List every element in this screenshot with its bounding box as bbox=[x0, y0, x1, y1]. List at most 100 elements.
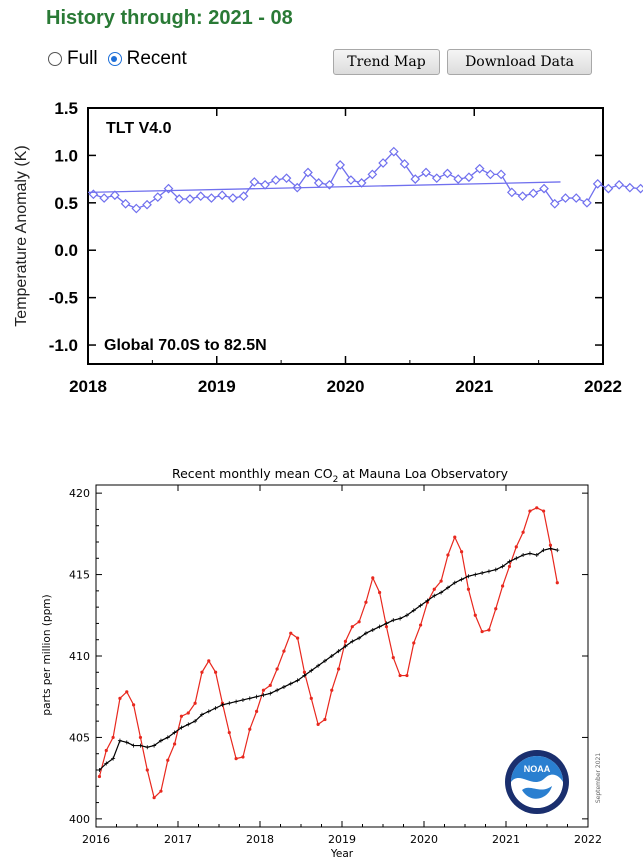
co2-monthly-point bbox=[371, 576, 375, 580]
tlt-data-point bbox=[131, 203, 142, 214]
co2-trend-point bbox=[514, 556, 519, 561]
co2-trend-point bbox=[138, 743, 143, 748]
co2-trend-point bbox=[500, 564, 505, 569]
co2-monthly-point bbox=[357, 620, 361, 624]
co2-x-tick-label: 2021 bbox=[492, 833, 520, 846]
tlt-x-tick-label: 2019 bbox=[198, 377, 236, 396]
page-title: History through: 2021 - 08 bbox=[46, 7, 293, 29]
co2-monthly-point bbox=[398, 673, 402, 678]
radio-recent-circle[interactable] bbox=[107, 52, 122, 66]
co2-trend-point bbox=[302, 673, 307, 678]
tlt-x-tick-label: 2021 bbox=[455, 377, 493, 396]
tlt-data-point bbox=[453, 174, 464, 184]
co2-monthly-point bbox=[548, 543, 553, 547]
tlt-data-point bbox=[603, 183, 614, 194]
co2-x-tick-label: 2020 bbox=[410, 833, 438, 846]
tlt-data-point bbox=[549, 198, 560, 209]
tlt-data-point bbox=[367, 169, 378, 180]
co2-x-tick-label: 2019 bbox=[328, 833, 356, 846]
co2-trend-point bbox=[439, 590, 444, 595]
co2-trend-point bbox=[391, 618, 396, 623]
co2-monthly-point bbox=[337, 667, 341, 671]
co2-trend-point bbox=[254, 694, 259, 699]
tlt-data-point bbox=[281, 173, 292, 184]
co2-monthly-point bbox=[419, 623, 423, 627]
co2-trend-point bbox=[329, 654, 334, 658]
tlt-data-point bbox=[474, 163, 485, 174]
co2-monthly-point bbox=[350, 625, 354, 629]
co2-monthly-point bbox=[391, 656, 395, 660]
co2-trend-point bbox=[124, 740, 129, 745]
co2-trend-point bbox=[179, 725, 184, 730]
co2-monthly-point bbox=[248, 727, 252, 731]
tlt-data-point bbox=[410, 174, 421, 184]
tlt-region-label: Global 70.0S to 82.5N bbox=[104, 337, 267, 354]
radio-recent[interactable]: Recent bbox=[107, 48, 187, 70]
co2-monthly-point bbox=[364, 600, 368, 604]
co2-trend-point bbox=[343, 644, 348, 649]
tlt-data-point bbox=[571, 193, 582, 203]
co2-monthly-point bbox=[309, 696, 313, 700]
tlt-data-point bbox=[249, 177, 260, 187]
co2-monthly-point bbox=[542, 509, 546, 513]
radio-full[interactable]: Full bbox=[48, 48, 98, 70]
co2-trend-point bbox=[165, 735, 170, 740]
co2-monthly-point bbox=[323, 717, 327, 722]
tlt-data-point bbox=[506, 187, 517, 198]
tlt-x-tick-label: 2018 bbox=[69, 377, 107, 396]
view-mode-radio-group: Full Recent bbox=[48, 48, 197, 70]
tlt-data-point bbox=[142, 199, 152, 210]
co2-trend-point bbox=[288, 681, 293, 686]
co2-y-tick-label: 415 bbox=[69, 569, 90, 582]
co2-y-tick-label: 420 bbox=[69, 487, 90, 500]
co2-monthly-point bbox=[118, 696, 122, 700]
co2-trend-point bbox=[172, 730, 177, 735]
co2-trend-point bbox=[534, 553, 539, 558]
co2-monthly-point bbox=[514, 545, 518, 549]
co2-trend-point bbox=[363, 631, 368, 636]
co2-trend-point bbox=[350, 639, 355, 644]
tlt-data-point bbox=[528, 188, 539, 199]
co2-trend-point bbox=[193, 719, 198, 724]
co2-monthly-point bbox=[241, 755, 245, 759]
co2-monthly-point bbox=[234, 757, 238, 761]
tlt-data-point bbox=[217, 190, 228, 201]
co2-trend-point bbox=[432, 593, 437, 598]
co2-trend-point bbox=[158, 738, 163, 743]
radio-full-circle[interactable] bbox=[48, 52, 62, 66]
co2-monthly-point bbox=[453, 535, 457, 539]
co2-monthly-point bbox=[316, 722, 320, 727]
tlt-data-point bbox=[163, 183, 174, 194]
co2-monthly-point bbox=[446, 553, 450, 557]
co2-monthly-point bbox=[261, 688, 266, 692]
co2-monthly-point bbox=[330, 688, 334, 692]
noaa-logo-icon: NOAA bbox=[505, 750, 569, 814]
tlt-data-point bbox=[421, 167, 431, 178]
tlt-y-tick-label: -0.5 bbox=[49, 289, 78, 308]
co2-x-tick-label: 2017 bbox=[164, 833, 192, 846]
co2-trend-point bbox=[411, 608, 416, 613]
download-data-button[interactable]: Download Data bbox=[447, 49, 592, 75]
trend-map-button[interactable]: Trend Map bbox=[333, 49, 440, 75]
co2-trend-point bbox=[281, 684, 286, 689]
co2-monthly-point bbox=[507, 564, 512, 569]
co2-trend-point bbox=[404, 613, 409, 618]
co2-monthly-point bbox=[405, 673, 409, 678]
co2-trend-point bbox=[398, 616, 403, 621]
co2-trend-point bbox=[377, 624, 382, 629]
co2-monthly-point bbox=[111, 735, 115, 740]
co2-y-tick-label: 410 bbox=[69, 650, 90, 663]
co2-monthly-point bbox=[227, 730, 231, 735]
co2-trend-point bbox=[466, 574, 471, 579]
co2-monthly-point bbox=[487, 628, 491, 632]
co2-monthly-point bbox=[173, 742, 177, 746]
co2-trend-point bbox=[220, 702, 225, 707]
co2-trend-point bbox=[152, 743, 157, 748]
tlt-data-point bbox=[560, 193, 571, 203]
co2-monthly-point bbox=[494, 607, 498, 611]
noaa-logo-text: NOAA bbox=[524, 764, 551, 774]
co2-trend-point bbox=[418, 603, 423, 608]
co2-monthly-point bbox=[343, 639, 348, 643]
co2-monthly-point bbox=[480, 629, 484, 634]
tlt-x-tick-label: 2020 bbox=[327, 377, 365, 396]
